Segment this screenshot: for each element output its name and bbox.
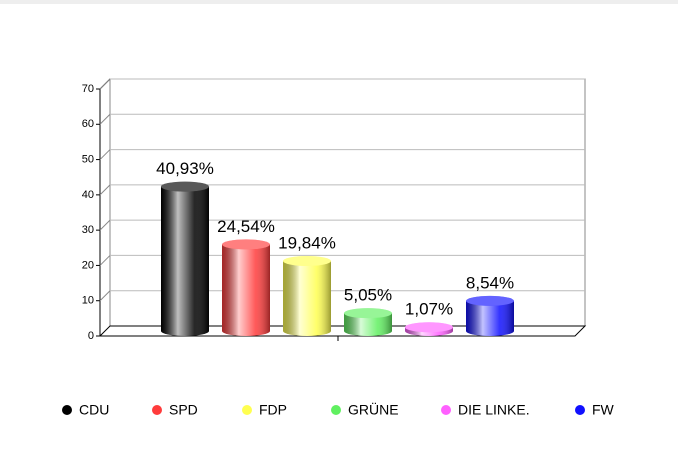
grid-line	[99, 219, 111, 231]
legend-marker	[331, 405, 341, 415]
legend-label: CDU	[79, 402, 109, 418]
bar-cap	[222, 239, 270, 250]
legend-marker	[441, 405, 451, 415]
bar-cap-shade	[222, 239, 270, 250]
bar-cap	[161, 181, 209, 192]
legend-label: FW	[592, 402, 615, 418]
floor	[98, 325, 587, 337]
value-label: 24,54%	[217, 217, 275, 236]
bar-cap-shade	[161, 181, 209, 192]
grid-line	[99, 78, 111, 90]
legend-marker	[242, 405, 252, 415]
grid-line	[99, 290, 111, 302]
bar-shade	[344, 313, 392, 331]
legend-label: GRÜNE	[348, 401, 399, 418]
value-label: 1,07%	[405, 300, 453, 319]
bar-shade	[222, 244, 270, 331]
bar-cap	[283, 255, 331, 266]
legend-label: FDP	[259, 402, 287, 418]
legend-label: DIE LINKE.	[458, 402, 530, 418]
y-tick-label: 20	[82, 259, 94, 271]
y-tick-label: 40	[82, 189, 94, 201]
bar-cap-shade	[466, 295, 514, 306]
bar-cap	[344, 308, 392, 319]
bar-cap-shade	[344, 308, 392, 319]
bar-shade	[466, 300, 514, 331]
y-tick-label: 70	[82, 83, 94, 95]
legend-marker	[62, 405, 72, 415]
grid-line	[99, 149, 111, 160]
legend-label: SPD	[169, 402, 198, 418]
bar-cap	[466, 295, 514, 306]
y-tick-label: 60	[82, 118, 94, 130]
legend-marker	[152, 405, 162, 415]
value-label: 19,84%	[278, 233, 336, 252]
grid-line	[99, 113, 111, 125]
bar-shade	[283, 260, 331, 331]
bar-shade	[161, 186, 209, 331]
value-label: 8,54%	[466, 273, 514, 292]
value-label: 5,05%	[344, 286, 392, 305]
bar-cap-shade	[405, 322, 453, 333]
y-tick-label: 50	[82, 153, 94, 165]
y-tick-label: 10	[82, 295, 94, 307]
bar-cap	[405, 322, 453, 333]
bar-cap-shade	[283, 255, 331, 266]
top-strip	[0, 0, 678, 4]
legend-marker	[575, 405, 585, 415]
grid-line	[99, 255, 111, 266]
y-tick-label: 0	[88, 330, 94, 342]
value-label: 40,93%	[156, 159, 214, 178]
y-tick-label: 30	[82, 224, 94, 236]
grid-line	[99, 184, 111, 196]
